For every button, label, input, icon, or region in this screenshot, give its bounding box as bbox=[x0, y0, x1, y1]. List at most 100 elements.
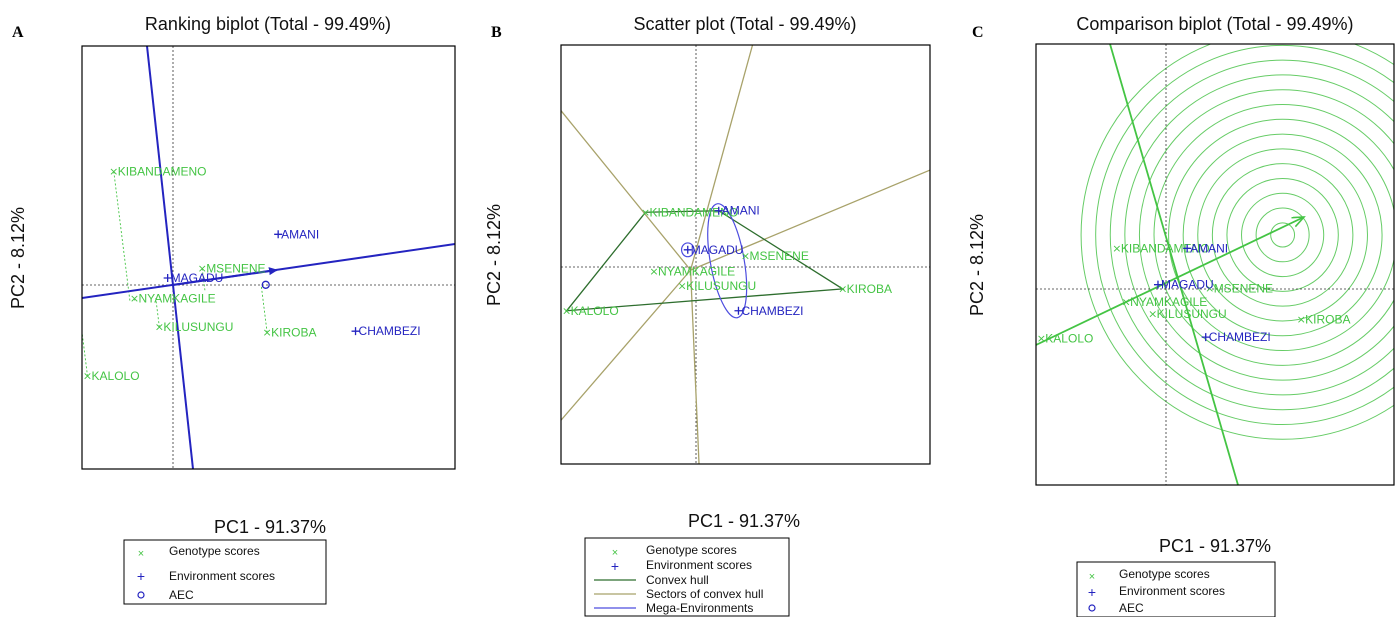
aec-arrow bbox=[172, 267, 278, 286]
genotype-label: KILUSUNGU bbox=[163, 320, 233, 334]
environment-label: AMANI bbox=[1190, 241, 1228, 255]
panel-letter-a: A bbox=[12, 24, 24, 41]
legend-environment-label: Environment scores bbox=[1119, 584, 1225, 598]
y-axis-label-c: PC2 - 8.12% bbox=[967, 214, 987, 316]
environment-label: MAGADU bbox=[171, 271, 224, 285]
aec-point-marker bbox=[261, 280, 270, 289]
genotype-label: MSENENE bbox=[750, 249, 809, 263]
ring-10 bbox=[1138, 89, 1394, 381]
legend-mega-label: Mega-Environments bbox=[646, 601, 753, 615]
environment-point-amani: AMANI bbox=[274, 227, 319, 241]
ring-1 bbox=[1270, 222, 1296, 248]
ring-7 bbox=[1182, 133, 1383, 337]
points-layer-a: × KIBANDAMENO× MSENENE× NYAMKAGILE× KILUSUNG… bbox=[83, 165, 421, 384]
genotype-marker: × bbox=[838, 282, 847, 295]
scatter-plot-title: Scatter plot (Total - 99.49%) bbox=[633, 14, 856, 34]
legend-genotype-marker: × bbox=[1089, 571, 1095, 583]
comparison-biplot-panel: C Comparison biplot (Total - 99.49%) × KI… bbox=[967, 14, 1395, 617]
genotype-label: KILUSUNGU bbox=[1157, 307, 1227, 321]
genotype-label: KIBANDAMENO bbox=[650, 205, 739, 219]
genotype-label: KIROBA bbox=[847, 282, 892, 296]
sector-line-4 bbox=[689, 270, 700, 464]
environment-marker bbox=[714, 206, 723, 215]
genotype-label: KALOLO bbox=[1045, 331, 1093, 345]
genotype-point-nyamkagile: × NYAMKAGILE bbox=[130, 291, 216, 305]
genotype-marker: × bbox=[83, 370, 92, 383]
y-axis-label-a: PC2 - 8.12% bbox=[8, 207, 28, 309]
genotype-point-kiroba: × KIROBA bbox=[263, 326, 317, 340]
ring-6 bbox=[1197, 148, 1368, 322]
projection-line-kilusungu bbox=[155, 298, 160, 328]
sector-line-5 bbox=[690, 169, 930, 271]
legend-hull-label: Convex hull bbox=[646, 573, 709, 587]
ring-14 bbox=[1080, 44, 1394, 440]
environment-label: MAGADU bbox=[691, 243, 744, 257]
ring-13 bbox=[1095, 44, 1394, 425]
legend-environment-marker: + bbox=[611, 558, 619, 574]
genotype-point-kiroba: × KIROBA bbox=[1297, 313, 1351, 327]
mega-environment-ellipses bbox=[680, 203, 748, 319]
ring-5 bbox=[1211, 163, 1354, 307]
plot-frame-b bbox=[560, 44, 931, 465]
genotype-label: KALOLO bbox=[92, 369, 140, 383]
legend-a: × Genotype scores + Environment scores A… bbox=[123, 539, 327, 605]
aec-ordinate-line bbox=[1109, 44, 1239, 485]
environment-point-magadu: MAGADU bbox=[1153, 278, 1214, 292]
environment-point-amani: AMANI bbox=[714, 204, 760, 218]
genotype-label: KALOLO bbox=[571, 304, 619, 318]
sector-line-2 bbox=[561, 269, 692, 421]
environment-point-magadu: MAGADU bbox=[163, 271, 224, 285]
ring-3 bbox=[1241, 192, 1325, 278]
genotype-point-msenene: × MSENENE bbox=[741, 249, 809, 263]
legend-genotype-marker: × bbox=[612, 547, 618, 559]
ring-9 bbox=[1153, 104, 1394, 366]
legend-environment-label: Environment scores bbox=[646, 558, 752, 572]
environment-marker bbox=[1201, 333, 1210, 342]
ring-12 bbox=[1109, 59, 1394, 411]
ranking-biplot-title: Ranking biplot (Total - 99.49%) bbox=[145, 14, 391, 34]
genotype-label: NYAMKAGILE bbox=[658, 265, 735, 279]
environment-marker bbox=[274, 230, 283, 239]
environment-marker bbox=[351, 327, 360, 336]
genotype-point-nyamkagile: × NYAMKAGILE bbox=[1122, 295, 1208, 309]
convex-hull bbox=[565, 210, 845, 312]
genotype-marker: × bbox=[678, 279, 687, 292]
genotype-point-kilusungu: × KILUSUNGU bbox=[155, 320, 234, 334]
sector-lines bbox=[561, 45, 930, 464]
genotype-marker: × bbox=[155, 321, 164, 334]
genotype-point-msenene: × MSENENE bbox=[198, 261, 266, 275]
comparison-biplot-title: Comparison biplot (Total - 99.49%) bbox=[1076, 14, 1353, 34]
projection-lines bbox=[82, 171, 268, 377]
mega-environment-ellipse-1 bbox=[707, 203, 748, 319]
environment-marker bbox=[1153, 280, 1162, 289]
x-axis-label-a: PC1 - 91.37% bbox=[214, 517, 326, 537]
legend-environment-label: Environment scores bbox=[169, 569, 275, 583]
sector-line-1 bbox=[561, 110, 692, 271]
genotype-point-kalolo: × KALOLO bbox=[562, 304, 619, 318]
genotype-marker: × bbox=[263, 326, 272, 339]
legend-b: × Genotype scores + Environment scores C… bbox=[584, 537, 790, 617]
environment-label: CHAMBEZI bbox=[359, 324, 421, 338]
genotype-point-kalolo: × KALOLO bbox=[1037, 331, 1094, 345]
panel-letter-b: B bbox=[491, 24, 502, 41]
genotype-point-kibandameno: × KIBANDAMENO bbox=[641, 205, 738, 219]
genotype-marker: × bbox=[1297, 313, 1306, 326]
legend-genotype-label: Genotype scores bbox=[646, 543, 737, 557]
genotype-marker: × bbox=[649, 265, 658, 278]
legend-aec-marker bbox=[137, 591, 145, 599]
ring-8 bbox=[1168, 118, 1394, 352]
genotype-point-kibandameno: × KIBANDAMENO bbox=[109, 165, 206, 179]
legend-box-a bbox=[123, 539, 327, 605]
genotype-marker: × bbox=[1112, 242, 1121, 255]
x-axis-label-b: PC1 - 91.37% bbox=[688, 511, 800, 531]
genotype-point-kilusungu: × KILUSUNGU bbox=[678, 279, 757, 293]
environment-point-chambezi: CHAMBEZI bbox=[734, 304, 803, 318]
genotype-marker: × bbox=[641, 206, 650, 219]
ring-2 bbox=[1255, 207, 1310, 263]
genotype-label: MSENENE bbox=[1214, 282, 1273, 296]
environment-label: AMANI bbox=[722, 204, 760, 218]
genotype-marker: × bbox=[198, 262, 207, 275]
plot-frame-c bbox=[1035, 43, 1395, 486]
scatter-plot-panel: B Scatter plot (Total - 99.49%) × KIBANDA… bbox=[484, 14, 931, 617]
genotype-marker: × bbox=[1122, 296, 1131, 309]
